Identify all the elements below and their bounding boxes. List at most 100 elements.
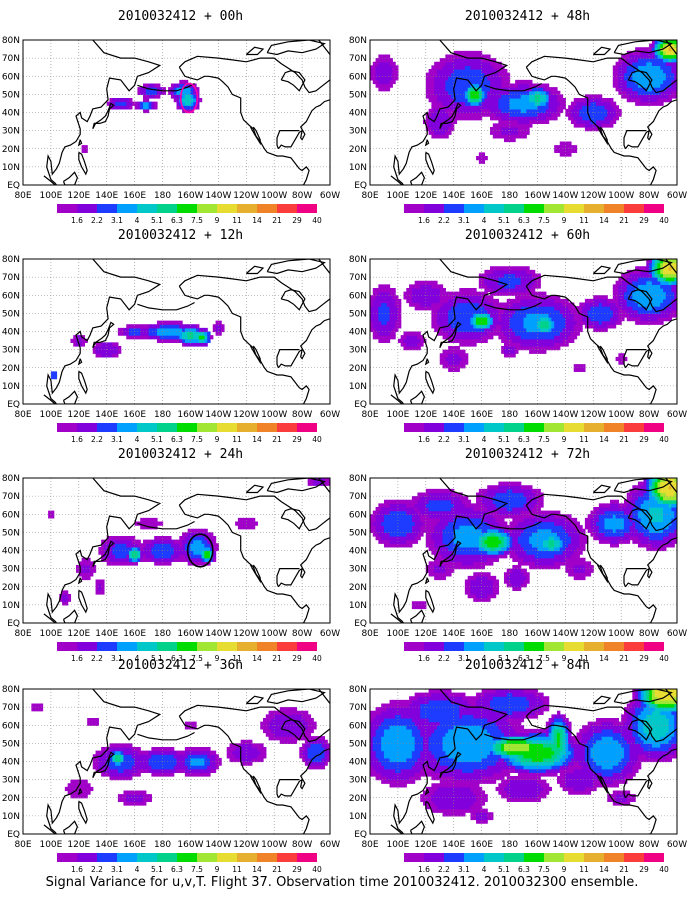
field-cell xyxy=(531,338,536,343)
field-cell xyxy=(84,794,88,799)
field-cell xyxy=(523,298,527,304)
field-cell xyxy=(506,284,511,289)
field-cell xyxy=(386,69,391,74)
field-cell xyxy=(260,750,264,755)
field-cell xyxy=(106,768,111,773)
field-cell xyxy=(304,761,309,766)
field-cell xyxy=(115,98,119,103)
coastline xyxy=(77,358,83,366)
field-cell xyxy=(515,269,519,275)
field-cell xyxy=(554,112,558,117)
field-cell xyxy=(487,112,491,117)
field-cell xyxy=(621,94,625,99)
field-cell xyxy=(498,273,502,278)
field-cell xyxy=(543,306,547,311)
field-cell xyxy=(243,521,247,526)
field-cell xyxy=(140,331,144,336)
field-cell xyxy=(434,105,438,110)
field-cell xyxy=(117,331,122,336)
field-cell xyxy=(573,335,578,340)
field-cell xyxy=(232,743,236,748)
field-cell xyxy=(212,757,217,763)
field-cell xyxy=(543,320,547,325)
field-cell xyxy=(523,306,527,311)
field-cell xyxy=(112,747,116,752)
field-cell xyxy=(604,309,608,314)
field-cell xyxy=(498,266,502,271)
field-cell xyxy=(87,575,91,581)
field-cell xyxy=(302,710,306,715)
field-cell xyxy=(649,94,653,99)
y-tick-label: 80N xyxy=(2,685,20,695)
colorbar-swatch xyxy=(217,423,237,432)
field-cell xyxy=(425,291,430,296)
field-cell xyxy=(554,342,558,347)
field-cell xyxy=(196,772,200,777)
field-cell xyxy=(386,284,391,289)
field-cell xyxy=(495,123,499,128)
field-cell xyxy=(643,317,647,322)
field-cell xyxy=(501,338,505,343)
field-cell xyxy=(573,331,578,336)
field-cell xyxy=(442,130,446,135)
field-cell xyxy=(506,137,511,143)
field-cell xyxy=(215,757,219,763)
field-cell xyxy=(640,320,645,325)
field-cell xyxy=(450,324,455,329)
field-cell xyxy=(523,317,527,322)
field-cell xyxy=(481,327,486,333)
field-cell xyxy=(170,539,175,544)
field-cell xyxy=(596,317,600,322)
field-cell xyxy=(187,761,192,766)
field-cell xyxy=(526,130,530,135)
field-cell xyxy=(106,349,111,354)
field-cell xyxy=(251,747,256,752)
field-cell xyxy=(187,108,192,114)
x-tick-label: 100W xyxy=(608,191,634,201)
field-cell xyxy=(529,101,533,106)
field-cell xyxy=(450,364,455,369)
field-cell xyxy=(568,331,572,336)
field-cell xyxy=(316,754,320,759)
field-cell xyxy=(598,94,603,99)
field-cell xyxy=(593,295,597,300)
field-cell xyxy=(173,98,178,103)
field-cell xyxy=(187,721,192,726)
field-cell xyxy=(445,331,449,336)
field-cell xyxy=(545,87,550,92)
field-cell xyxy=(296,728,300,734)
field-cell xyxy=(520,83,525,88)
field-cell xyxy=(98,353,102,358)
field-cell xyxy=(587,317,592,322)
field-cell xyxy=(187,98,192,103)
field-cell xyxy=(112,98,116,103)
field-cell xyxy=(417,306,421,311)
field-cell xyxy=(537,101,541,106)
field-cell xyxy=(198,98,203,103)
field-cell xyxy=(501,101,505,106)
field-cell xyxy=(473,58,477,63)
field-cell xyxy=(137,747,141,752)
field-cell xyxy=(190,335,194,340)
field-cell xyxy=(170,94,175,99)
field-cell xyxy=(512,327,516,333)
field-cell xyxy=(249,757,253,763)
field-cell xyxy=(506,313,511,318)
field-cell xyxy=(607,101,611,106)
field-cell xyxy=(145,543,150,548)
field-cell xyxy=(534,98,539,103)
field-cell xyxy=(395,309,399,314)
field-cell xyxy=(629,90,633,95)
field-cell xyxy=(523,335,527,340)
field-cell xyxy=(120,557,125,562)
field-cell xyxy=(559,320,564,325)
field-cell xyxy=(618,295,622,300)
field-cell xyxy=(389,288,393,293)
field-cell xyxy=(635,309,639,314)
field-cell xyxy=(428,72,432,77)
field-cell xyxy=(140,101,144,106)
field-cell xyxy=(229,754,233,759)
field-cell xyxy=(375,288,379,293)
field-cell xyxy=(307,736,312,741)
field-cell xyxy=(182,324,186,329)
